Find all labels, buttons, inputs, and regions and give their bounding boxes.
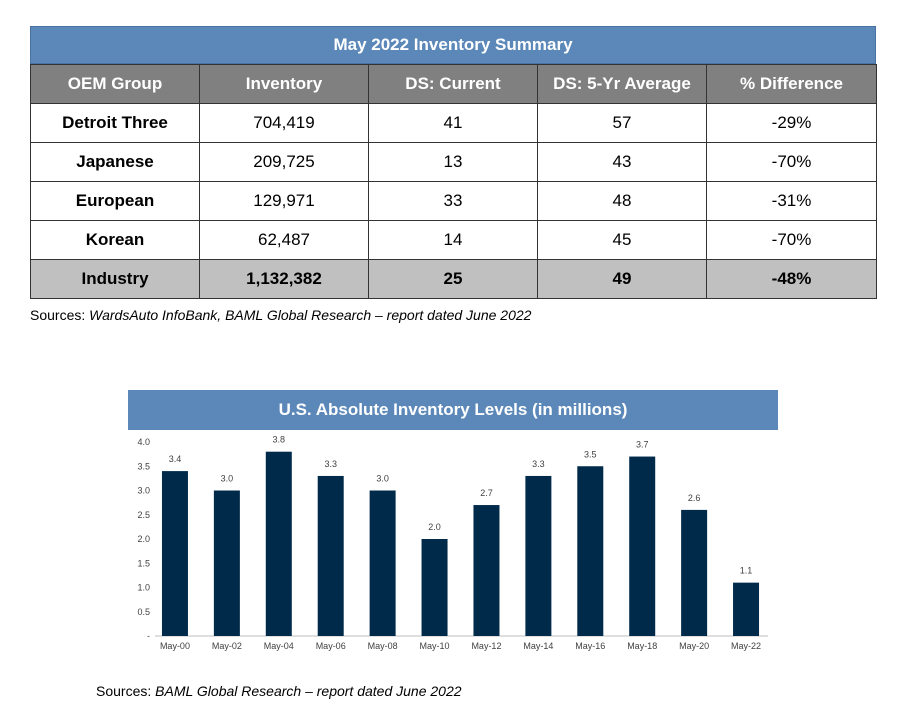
x-tick-label: May-06 xyxy=(316,641,346,651)
data-label: 3.0 xyxy=(376,474,389,484)
x-tick-label: May-20 xyxy=(679,641,709,651)
data-label: 3.3 xyxy=(532,459,545,469)
data-label: 3.5 xyxy=(584,449,597,459)
bar xyxy=(733,582,760,636)
header-ds-current: DS: Current xyxy=(368,64,538,104)
cell-ds-5yr-average: 57 xyxy=(537,103,707,143)
cell-ds-current: 13 xyxy=(368,142,538,182)
cell-pct-difference: -70% xyxy=(706,220,877,260)
x-tick-label: May-00 xyxy=(160,641,190,651)
data-label: 3.3 xyxy=(324,459,337,469)
bar xyxy=(629,456,656,636)
data-label: 1.1 xyxy=(740,566,753,576)
y-tick-label: - xyxy=(147,631,150,641)
bar xyxy=(473,505,500,636)
data-label: 3.4 xyxy=(169,454,182,464)
bar xyxy=(421,539,448,636)
total-oem-group: Industry xyxy=(30,259,200,299)
table-row: Japanese 209,725 13 43 -70% xyxy=(30,142,877,182)
inventory-table: OEM Group Inventory DS: Current DS: 5-Yr… xyxy=(30,64,877,299)
bar xyxy=(369,490,396,636)
y-tick-label: 3.5 xyxy=(137,461,150,471)
cell-pct-difference: -29% xyxy=(706,103,877,143)
cell-ds-5yr-average: 43 xyxy=(537,142,707,182)
chart-sources-text: BAML Global Research – report dated June… xyxy=(155,683,462,699)
chart-sources: Sources: BAML Global Research – report d… xyxy=(96,683,462,699)
inventory-summary: May 2022 Inventory Summary OEM Group Inv… xyxy=(30,26,877,299)
data-label: 3.8 xyxy=(273,435,286,445)
table-total-row: Industry 1,132,382 25 49 -48% xyxy=(30,259,877,299)
cell-ds-5yr-average: 48 xyxy=(537,181,707,221)
bar xyxy=(161,471,188,636)
cell-inventory: 129,971 xyxy=(199,181,369,221)
cell-ds-current: 14 xyxy=(368,220,538,260)
chart-title: U.S. Absolute Inventory Levels (in milli… xyxy=(128,390,778,430)
cell-oem-group: European xyxy=(30,181,200,221)
x-tick-label: May-16 xyxy=(575,641,605,651)
cell-ds-current: 41 xyxy=(368,103,538,143)
chart-sources-prefix: Sources: xyxy=(96,683,156,699)
table-sources-prefix: Sources: xyxy=(30,307,90,323)
cell-oem-group: Detroit Three xyxy=(30,103,200,143)
y-tick-label: 2.0 xyxy=(137,534,150,544)
bar xyxy=(213,490,240,636)
data-label: 2.6 xyxy=(688,493,701,503)
cell-inventory: 62,487 xyxy=(199,220,369,260)
x-tick-label: May-14 xyxy=(523,641,553,651)
table-sources: Sources: WardsAuto InfoBank, BAML Global… xyxy=(30,307,531,323)
header-pct-difference: % Difference xyxy=(706,64,877,104)
x-tick-label: May-12 xyxy=(471,641,501,651)
total-pct-difference: -48% xyxy=(706,259,877,299)
table-row: European 129,971 33 48 -31% xyxy=(30,181,877,221)
cell-ds-current: 33 xyxy=(368,181,538,221)
cell-inventory: 209,725 xyxy=(199,142,369,182)
cell-oem-group: Korean xyxy=(30,220,200,260)
x-tick-label: May-10 xyxy=(420,641,450,651)
bar xyxy=(317,475,344,636)
cell-pct-difference: -31% xyxy=(706,181,877,221)
y-tick-label: 3.0 xyxy=(137,486,150,496)
header-ds-5yr-average: DS: 5-Yr Average xyxy=(537,64,707,104)
x-tick-label: May-02 xyxy=(212,641,242,651)
x-tick-label: May-08 xyxy=(368,641,398,651)
header-inventory: Inventory xyxy=(199,64,369,104)
x-tick-label: May-22 xyxy=(731,641,761,651)
y-tick-label: 1.0 xyxy=(137,583,150,593)
total-ds-5yr-average: 49 xyxy=(537,259,707,299)
data-label: 3.0 xyxy=(221,474,234,484)
y-tick-label: 2.5 xyxy=(137,510,150,520)
total-ds-current: 25 xyxy=(368,259,538,299)
cell-pct-difference: -70% xyxy=(706,142,877,182)
table-title: May 2022 Inventory Summary xyxy=(30,26,876,64)
y-tick-label: 1.5 xyxy=(137,558,150,568)
total-inventory: 1,132,382 xyxy=(199,259,369,299)
bar xyxy=(681,509,708,636)
bar xyxy=(525,475,552,636)
bar xyxy=(577,466,604,636)
data-label: 2.0 xyxy=(428,522,441,532)
cell-inventory: 704,419 xyxy=(199,103,369,143)
header-oem-group: OEM Group xyxy=(30,64,200,104)
data-label: 2.7 xyxy=(480,488,493,498)
table-header-row: OEM Group Inventory DS: Current DS: 5-Yr… xyxy=(30,64,877,104)
data-label: 3.7 xyxy=(636,440,649,450)
cell-oem-group: Japanese xyxy=(30,142,200,182)
bar xyxy=(265,451,292,636)
y-tick-label: 0.5 xyxy=(137,607,150,617)
table-row: Korean 62,487 14 45 -70% xyxy=(30,220,877,260)
table-sources-text: WardsAuto InfoBank, BAML Global Research… xyxy=(89,307,532,323)
table-row: Detroit Three 704,419 41 57 -29% xyxy=(30,103,877,143)
cell-ds-5yr-average: 45 xyxy=(537,220,707,260)
x-tick-label: May-18 xyxy=(627,641,657,651)
inventory-bar-chart: - 0.5 1.0 1.5 2.0 2.5 3.0 3.5 4.0 3.4 May-00 3.0 May… xyxy=(137,435,768,651)
x-tick-label: May-04 xyxy=(264,641,294,651)
y-tick-label: 4.0 xyxy=(137,437,150,447)
